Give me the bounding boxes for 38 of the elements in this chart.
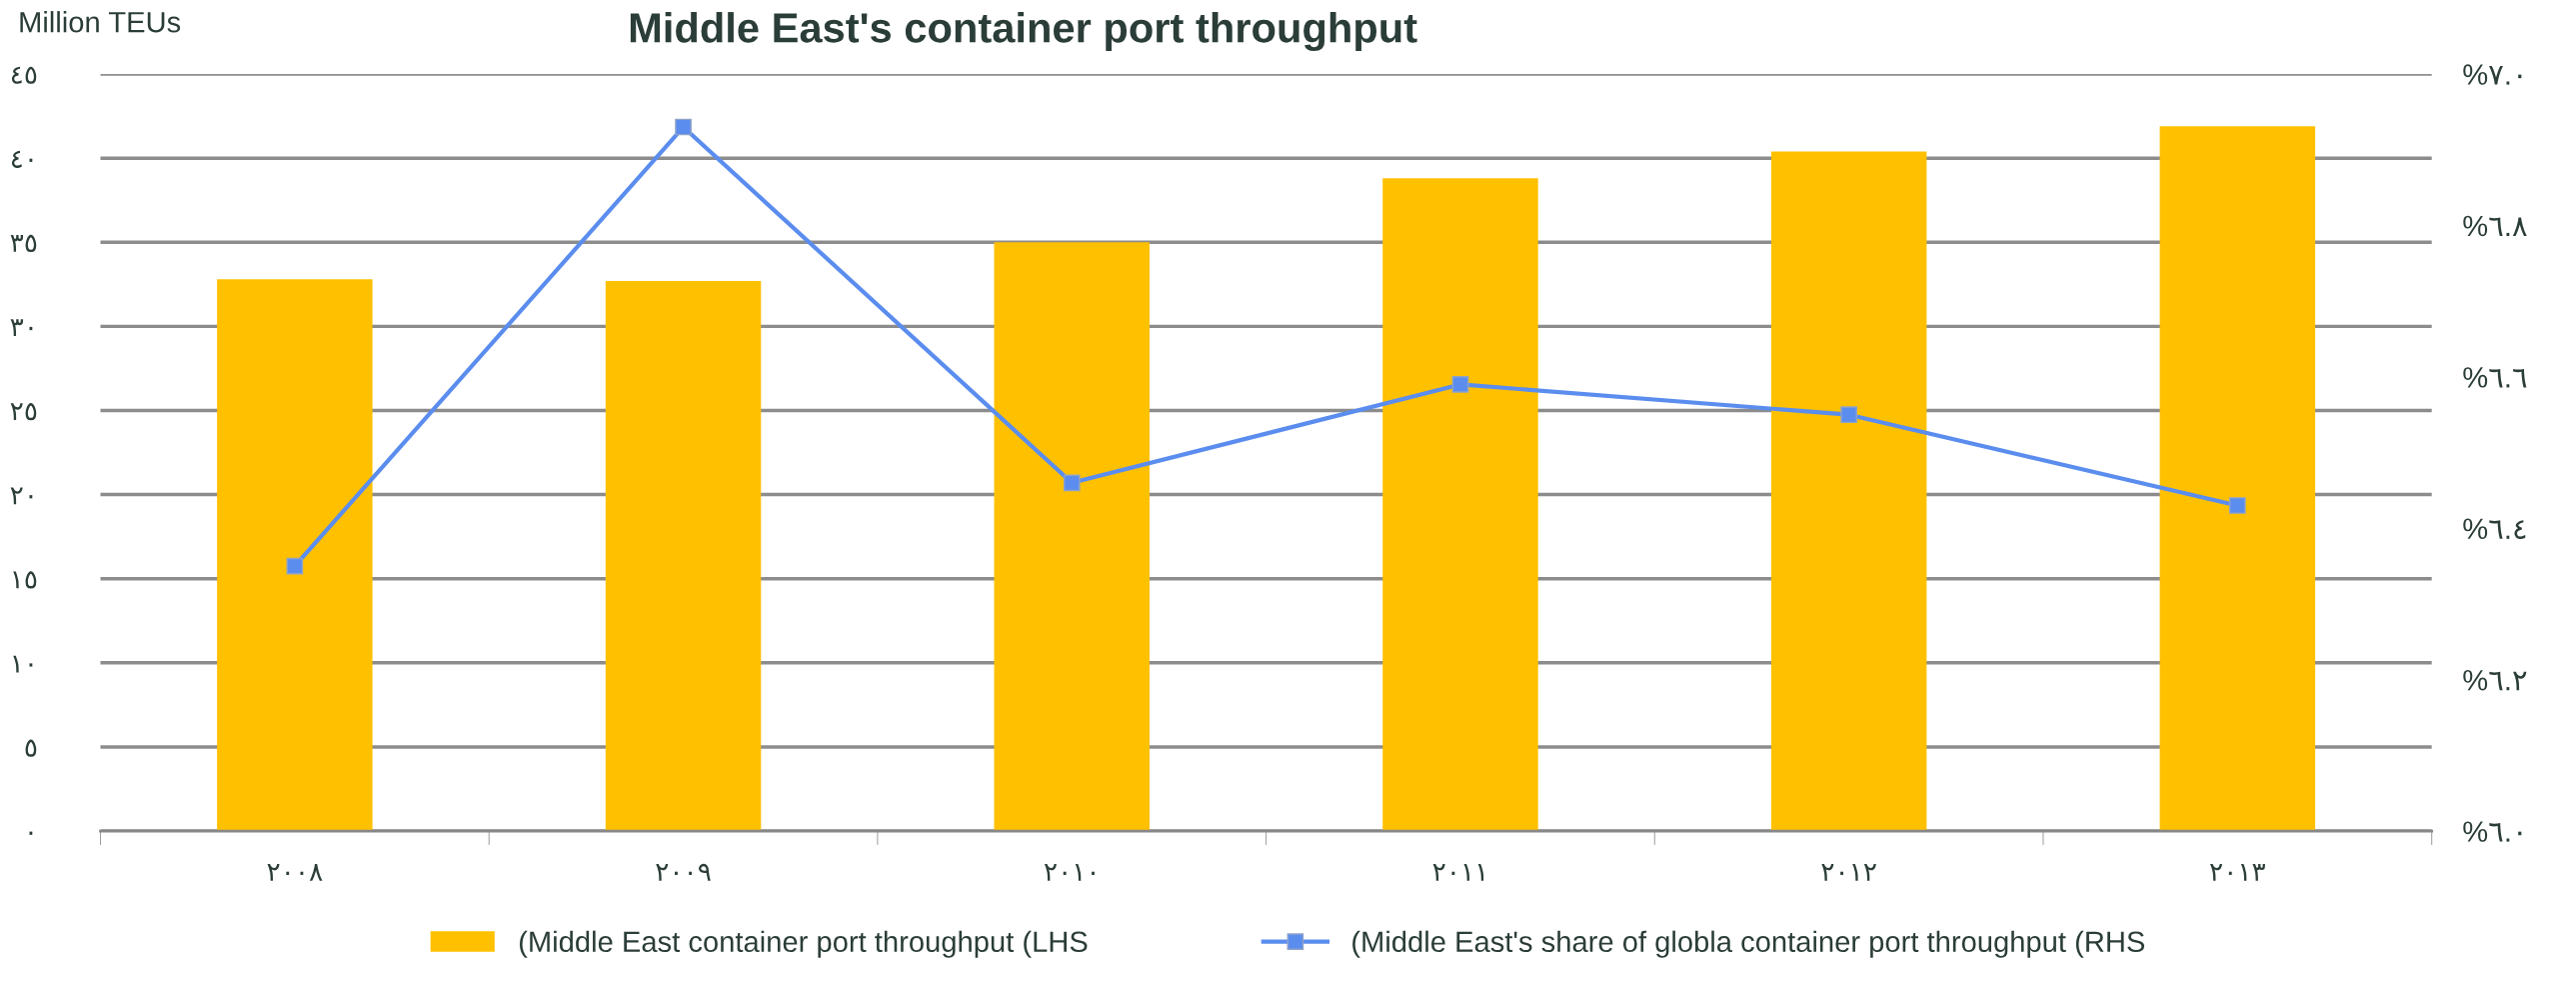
- y-tick-label: ٤٥: [11, 66, 37, 84]
- point: [1840, 406, 1857, 424]
- y-tick-label: ٠: [29, 831, 33, 835]
- y-tick-label: ٤٠: [11, 150, 33, 168]
- bar: [1770, 151, 1927, 832]
- y2-tick-label: %٦.٦: [2463, 367, 2527, 388]
- x-tick-label: ٢٠١١: [1432, 863, 1484, 881]
- y-tick-label: ٢٥: [10, 403, 37, 421]
- x-tick-label: ٢٠٠٨: [267, 863, 323, 881]
- bar: [1382, 178, 1538, 832]
- y-tick-label: ٢٠: [10, 487, 33, 505]
- y2-tick-label: %٦.٤: [2463, 518, 2526, 540]
- x-tick-label: ٢٠١٢: [1821, 863, 1876, 881]
- bar: [217, 279, 373, 832]
- point: [2228, 497, 2246, 514]
- chart-title: Middle East's container port throughput: [630, 12, 1417, 52]
- y2-tick-label: %٦.٢: [2463, 669, 2527, 691]
- bar: [2159, 126, 2316, 832]
- legend-label: (Middle East container port throughput (LHS: [519, 930, 1088, 958]
- y-tick-label: ١٠: [13, 655, 33, 673]
- point: [1063, 474, 1081, 492]
- x-tick-label: ٢٠١٣: [2210, 863, 2265, 881]
- legend-label: (Middle East's share of globla container port throughput (RHS: [1352, 930, 2145, 958]
- point: [675, 118, 692, 136]
- bar: [994, 242, 1150, 832]
- y-tick-label: ٣٥: [10, 234, 37, 253]
- x-tick-label: ٢٠١٠: [1044, 863, 1095, 881]
- x-tick-label: ٢٠٠٩: [656, 863, 711, 881]
- y-tick-label: ١٥: [13, 571, 37, 589]
- y-axis-title: Million TEUs: [20, 11, 181, 33]
- point: [286, 557, 304, 575]
- bar: [605, 280, 762, 832]
- y-tick-label: ٥: [25, 739, 37, 757]
- y-tick-label: ٣٠: [10, 319, 33, 336]
- point: [1451, 376, 1469, 393]
- y2-tick-label: %٦.٠: [2463, 821, 2522, 842]
- y2-tick-label: %٧.٠: [2463, 64, 2522, 85]
- y2-tick-label: %٦.٨: [2463, 215, 2527, 237]
